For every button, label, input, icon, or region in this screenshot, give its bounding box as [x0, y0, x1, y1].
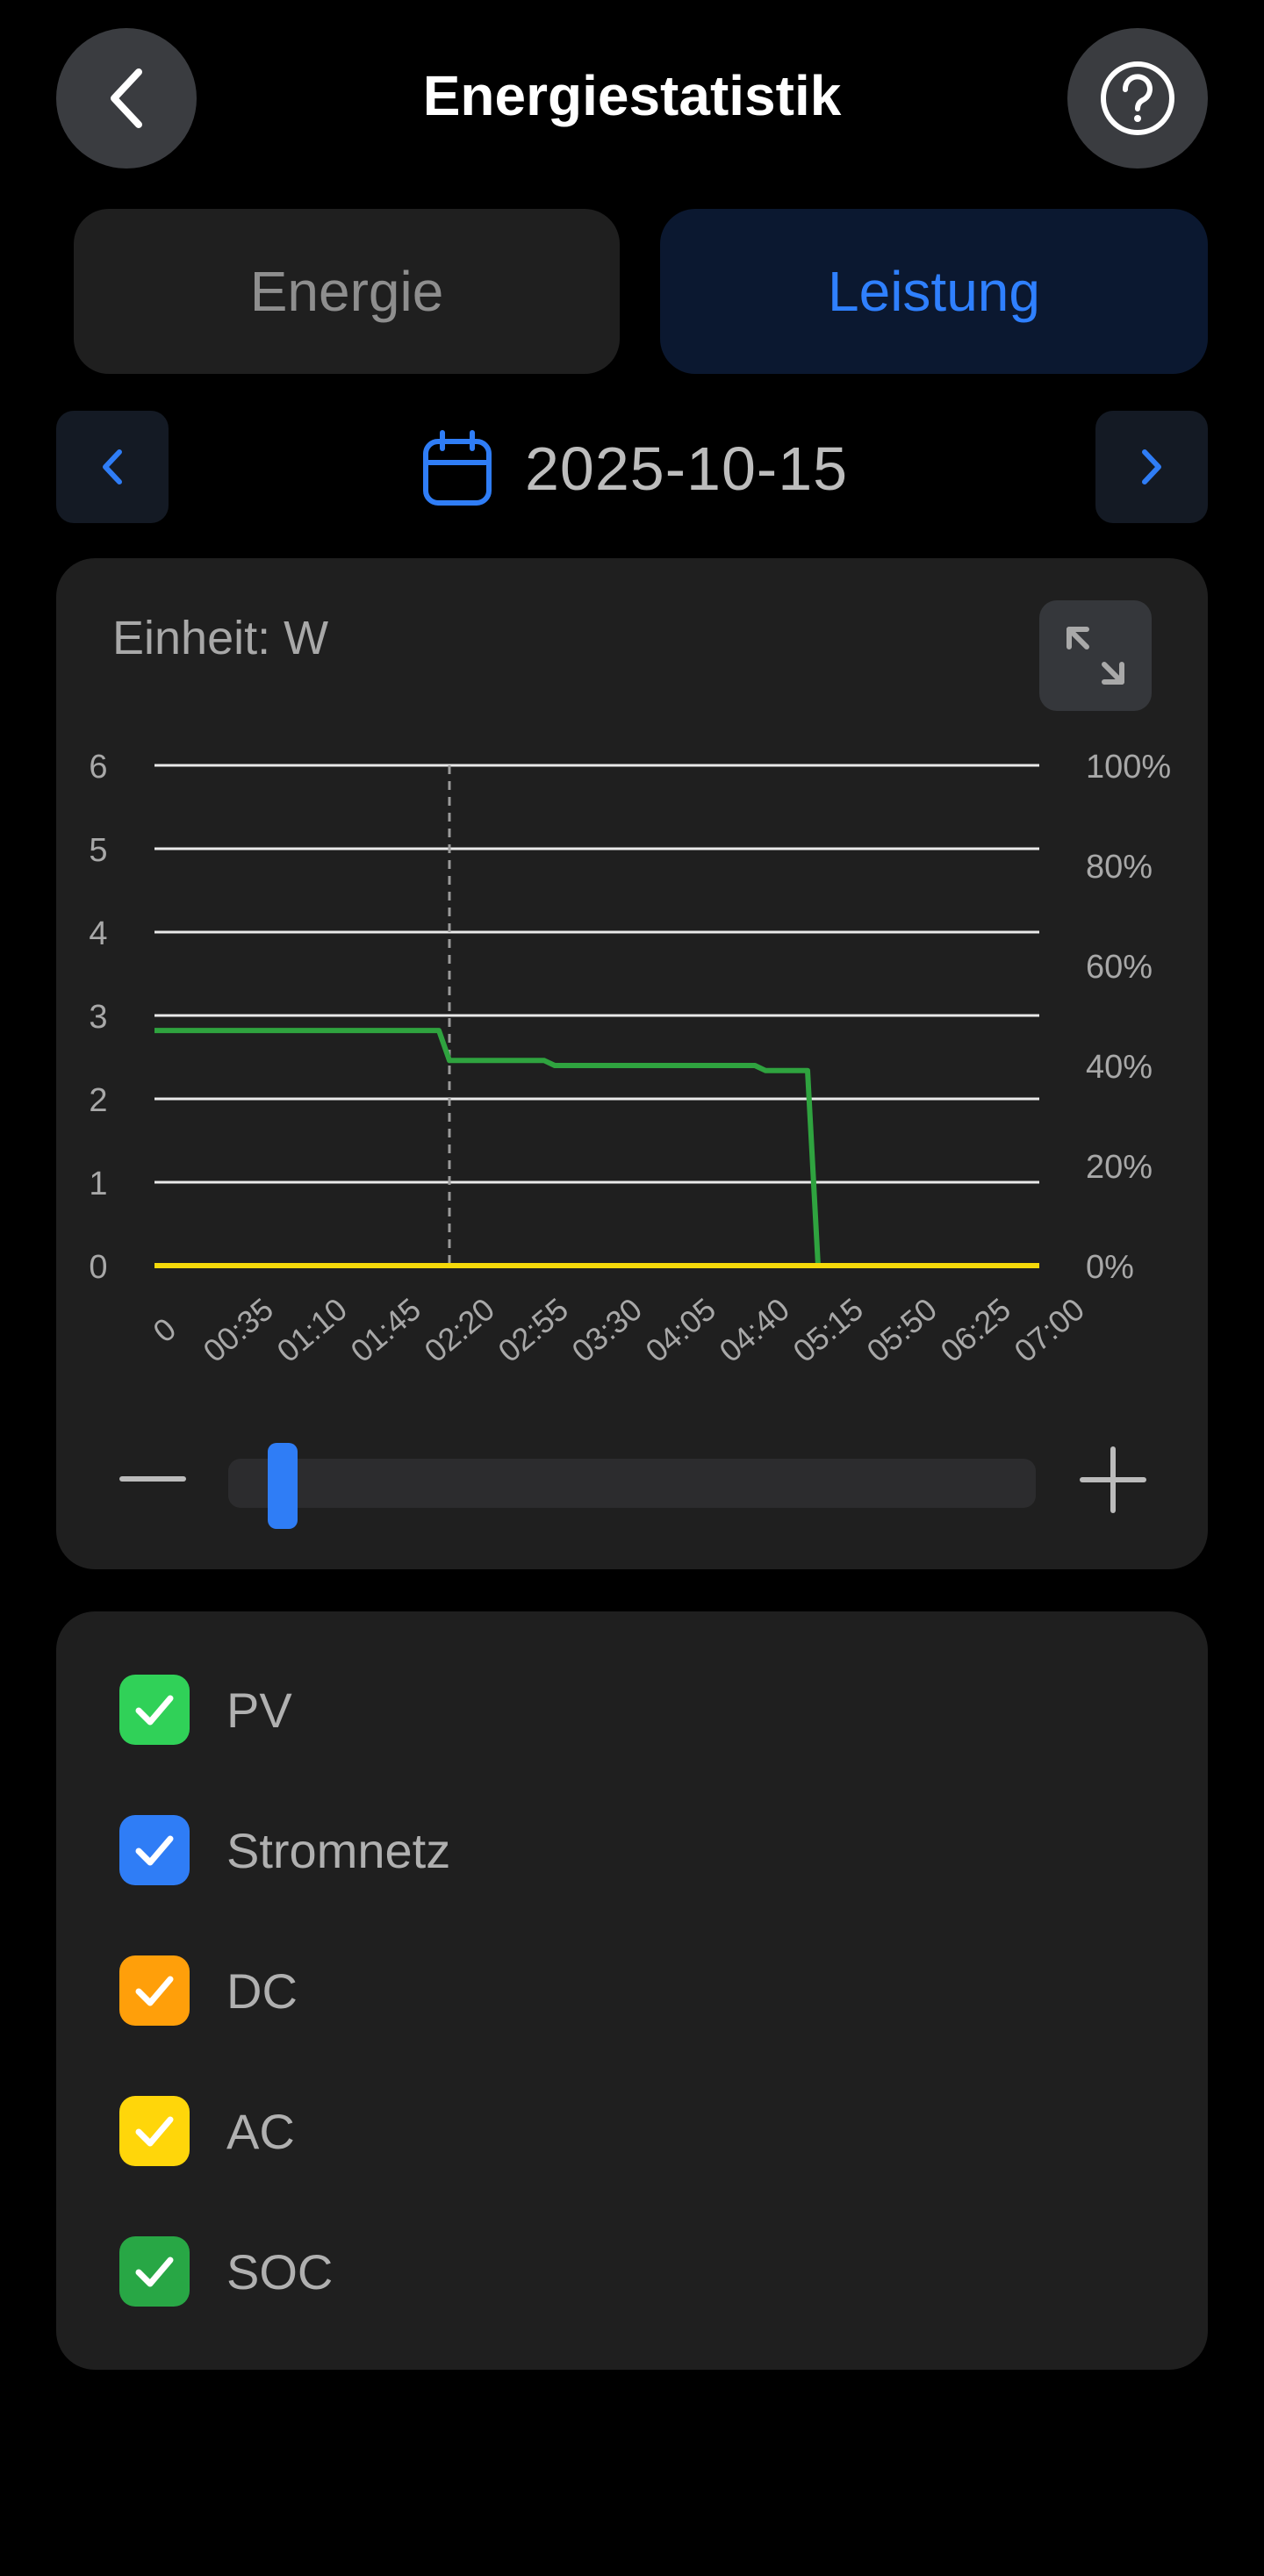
- check-icon: [135, 1695, 174, 1726]
- unit-label: Einheit: W: [112, 612, 329, 664]
- stromnetz-checkbox[interactable]: [119, 1815, 190, 1885]
- chevron-right-icon: [1142, 449, 1161, 484]
- selected-date: 2025-10-15: [525, 434, 849, 503]
- legend-label: Stromnetz: [226, 1822, 451, 1878]
- series-line-soc: [154, 1028, 1039, 1268]
- y-right-tick-label: 60%: [1086, 949, 1153, 986]
- x-tick-label: 02:55: [492, 1291, 575, 1369]
- x-tick-label: 0: [146, 1310, 183, 1349]
- y-right-tick-label: 100%: [1086, 749, 1171, 786]
- check-icon: [135, 2257, 174, 2287]
- next-day-button[interactable]: [1095, 411, 1208, 523]
- zoom-out-button[interactable]: [119, 1476, 186, 1482]
- x-tick-label: 03:30: [565, 1291, 649, 1369]
- power-chart[interactable]: 6 5 4 3 2 1 0 100% 80% 60% 40% 20% 0% 0 00:3501:1001:4…: [56, 558, 1208, 1401]
- x-tick-label: 02:20: [418, 1291, 501, 1369]
- zoom-slider-track[interactable]: [228, 1459, 1036, 1508]
- help-button[interactable]: [1067, 28, 1208, 169]
- y-left-tick-label: 3: [89, 999, 107, 1036]
- chevron-left-icon: [103, 449, 122, 484]
- y-left-tick-label: 4: [89, 915, 107, 952]
- previous-day-button[interactable]: [56, 411, 169, 523]
- tab-leistung[interactable]: Leistung: [660, 209, 1208, 374]
- y-right-tick-label: 20%: [1086, 1149, 1153, 1186]
- chart-card: Einheit: W 6 5 4 3 2 1 0 100% 80% 60% 40% 20% 0% 0 00:…: [56, 558, 1208, 1569]
- legend-item-dc[interactable]: DC: [119, 1955, 298, 2026]
- zoom-in-button[interactable]: [1080, 1446, 1146, 1513]
- legend-item-stromnetz[interactable]: Stromnetz: [119, 1815, 450, 1885]
- y-left-tick-label: 1: [89, 1166, 107, 1202]
- dc-checkbox[interactable]: [119, 1955, 190, 2026]
- x-tick-label: 01:45: [344, 1291, 427, 1369]
- x-tick-label: 07:00: [1008, 1291, 1091, 1369]
- y-right-tick-label: 80%: [1086, 849, 1153, 886]
- soc-checkbox[interactable]: [119, 2236, 190, 2307]
- zoom-slider-thumb[interactable]: [267, 1443, 298, 1529]
- y-left-tick-label: 6: [89, 749, 107, 786]
- check-icon: [135, 2116, 174, 2147]
- legend-item-ac[interactable]: AC: [119, 2096, 295, 2166]
- check-icon: [135, 1835, 174, 1866]
- expand-button[interactable]: [1039, 600, 1152, 711]
- x-tick-label: 01:10: [270, 1291, 354, 1369]
- y-right-tick-label: 40%: [1086, 1049, 1153, 1086]
- y-right-tick-label: 0%: [1086, 1249, 1134, 1286]
- pv-checkbox[interactable]: [119, 1675, 190, 1745]
- legend-label: AC: [226, 2103, 295, 2159]
- x-tick-label: 05:15: [786, 1291, 870, 1369]
- chevron-left-icon: [111, 68, 142, 128]
- legend-item-soc[interactable]: SOC: [119, 2236, 333, 2307]
- x-tick-label: 06:25: [934, 1291, 1017, 1369]
- legend-card: PV Stromnetz DC AC SOC: [56, 1611, 1208, 2370]
- x-tick-label: 05:50: [860, 1291, 944, 1369]
- x-tick-label: 04:40: [713, 1291, 796, 1369]
- legend-item-pv[interactable]: PV: [119, 1675, 292, 1745]
- legend-label: DC: [226, 1962, 298, 2019]
- tab-energie[interactable]: Energie: [74, 209, 620, 374]
- y-left-tick-label: 0: [89, 1249, 107, 1286]
- back-button[interactable]: [56, 28, 197, 169]
- x-tick-label: 00:35: [197, 1291, 280, 1369]
- y-left-tick-label: 5: [89, 832, 107, 869]
- x-tick-label: 04:05: [639, 1291, 722, 1369]
- expand-icon: [1066, 627, 1124, 685]
- date-picker[interactable]: 2025-10-15: [421, 428, 848, 509]
- legend-label: PV: [226, 1682, 292, 1738]
- ac-checkbox[interactable]: [119, 2096, 190, 2166]
- question-circle-icon: [1101, 61, 1174, 135]
- page-title: Energiestatistik: [422, 64, 842, 127]
- y-left-tick-label: 2: [89, 1082, 107, 1119]
- calendar-icon: [423, 430, 492, 506]
- legend-label: SOC: [226, 2243, 334, 2300]
- check-icon: [135, 1976, 174, 2006]
